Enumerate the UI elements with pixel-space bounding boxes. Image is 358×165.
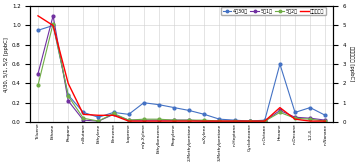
4월30일	[217, 118, 222, 120]
석유리터형	[293, 118, 297, 120]
5월2일	[81, 117, 86, 119]
Y-axis label: 석유리터형 [ppbC]: 석유리터형 [ppbC]	[349, 47, 354, 82]
5월1일	[247, 120, 252, 122]
Line: 4월30일: 4월30일	[37, 24, 326, 122]
5월1일	[232, 120, 237, 122]
4월30일	[66, 94, 71, 96]
5월1일	[172, 119, 176, 121]
5월2일	[263, 120, 267, 122]
석유리터형	[232, 120, 237, 122]
Legend: 4월30일, 5월1일, 5월2일, 석유리터형: 4월30일, 5월1일, 5월2일, 석유리터형	[221, 7, 326, 15]
석유리터형	[187, 120, 191, 122]
5월2일	[232, 120, 237, 122]
5월2일	[217, 120, 222, 122]
5월2일	[202, 119, 207, 121]
4월30일	[142, 102, 146, 104]
5월1일	[217, 120, 222, 122]
석유리터형	[157, 120, 161, 122]
4월30일	[96, 116, 101, 118]
석유리터형	[127, 120, 131, 122]
석유리터형	[142, 120, 146, 122]
4월30일	[36, 29, 40, 31]
5월2일	[278, 111, 282, 113]
석유리터형	[96, 114, 101, 116]
5월2일	[51, 23, 55, 25]
4월30일	[51, 24, 55, 26]
5월2일	[142, 118, 146, 120]
4월30일	[232, 119, 237, 121]
5월1일	[308, 117, 312, 119]
5월2일	[308, 118, 312, 120]
5월2일	[323, 120, 328, 122]
5월1일	[293, 116, 297, 118]
5월2일	[111, 112, 116, 114]
5월1일	[142, 119, 146, 121]
석유리터형	[81, 113, 86, 115]
석유리터형	[111, 114, 116, 116]
4월30일	[81, 111, 86, 113]
4월30일	[127, 113, 131, 115]
4월30일	[293, 111, 297, 113]
5월1일	[157, 119, 161, 121]
5월1일	[202, 120, 207, 122]
4월30일	[323, 114, 328, 116]
Line: 석유리터형: 석유리터형	[38, 16, 325, 121]
석유리터형	[323, 120, 328, 122]
5월2일	[172, 119, 176, 121]
5월1일	[127, 119, 131, 121]
4월30일	[187, 110, 191, 112]
석유리터형	[51, 24, 55, 26]
5월2일	[66, 95, 71, 97]
석유리터형	[66, 82, 71, 84]
4월30일	[111, 111, 116, 113]
5월1일	[187, 119, 191, 121]
4월30일	[308, 107, 312, 109]
4월30일	[202, 113, 207, 115]
5월1일	[263, 120, 267, 122]
4월30일	[247, 120, 252, 122]
4월30일	[157, 104, 161, 106]
5월1일	[66, 100, 71, 102]
석유리터형	[202, 120, 207, 122]
5월2일	[96, 120, 101, 122]
석유리터형	[263, 120, 267, 122]
5월1일	[51, 15, 55, 17]
석유리터형	[172, 120, 176, 122]
5월1일	[36, 73, 40, 75]
5월1일	[81, 119, 86, 121]
5월2일	[187, 119, 191, 121]
석유리터형	[217, 120, 222, 122]
5월1일	[323, 119, 328, 121]
Line: 5월1일: 5월1일	[37, 14, 326, 122]
석유리터형	[36, 15, 40, 17]
5월2일	[293, 117, 297, 119]
Y-axis label: 4/30, 5/1, 5/2 [ppbC]: 4/30, 5/1, 5/2 [ppbC]	[4, 37, 9, 92]
5월2일	[247, 120, 252, 122]
석유리터형	[308, 120, 312, 122]
5월1일	[111, 113, 116, 115]
석유리터형	[247, 120, 252, 122]
5월2일	[157, 118, 161, 120]
4월30일	[278, 63, 282, 65]
4월30일	[263, 119, 267, 121]
Line: 5월2일: 5월2일	[37, 22, 326, 122]
석유리터형	[278, 107, 282, 109]
5월1일	[278, 110, 282, 112]
5월2일	[36, 84, 40, 86]
5월2일	[127, 119, 131, 121]
5월1일	[96, 120, 101, 122]
4월30일	[172, 107, 176, 109]
